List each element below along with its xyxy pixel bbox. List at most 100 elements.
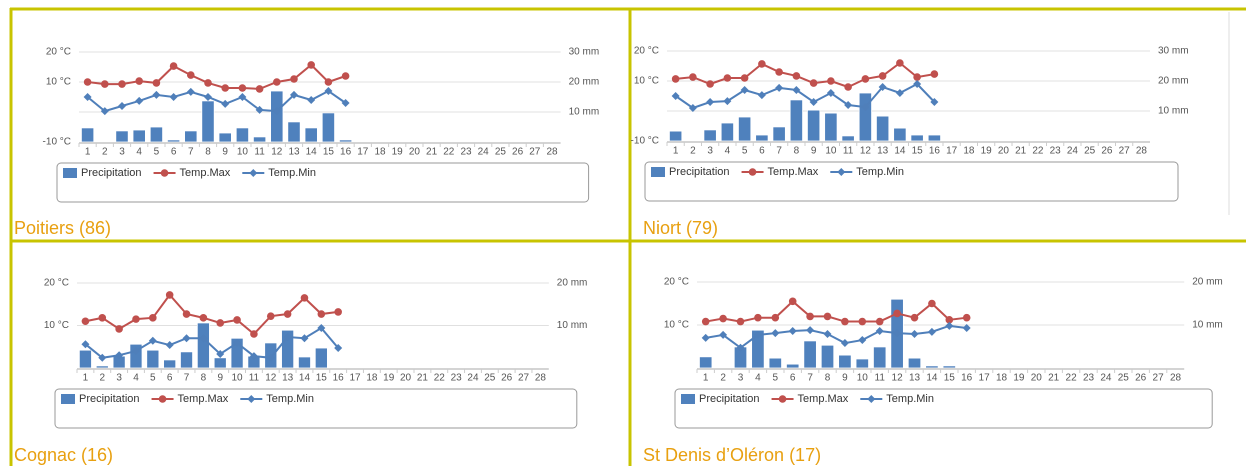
legend-box (56, 162, 590, 203)
marker (290, 90, 298, 99)
marker (893, 309, 901, 318)
y-tick-label: 20 °C (46, 47, 71, 58)
x-tick-label: 7 (776, 146, 782, 157)
marker (273, 78, 281, 86)
legend-marker (748, 168, 757, 176)
bar (167, 139, 181, 143)
marker (238, 93, 247, 101)
marker (101, 80, 109, 88)
x-tick-label: 8 (201, 373, 207, 384)
marker (827, 77, 835, 85)
marker (300, 334, 309, 343)
x-tick-label: 2 (102, 147, 108, 158)
marker (930, 98, 939, 106)
x-tick-label: 27 (1153, 373, 1165, 384)
x-tick-label: 17 (357, 147, 369, 158)
bar (339, 139, 353, 143)
marker (165, 341, 174, 350)
bar (669, 130, 683, 142)
bar (321, 112, 335, 143)
x-tick-label: 2 (690, 146, 696, 157)
bar (81, 127, 95, 143)
x-tick-label: 10 (232, 373, 244, 384)
line (85, 293, 339, 336)
x-tick-label: 19 (981, 146, 993, 157)
x-tick-label: 11 (843, 146, 854, 157)
x-tick-label: 4 (725, 146, 731, 157)
bar (841, 135, 855, 142)
x-tick-label: 13 (288, 147, 300, 158)
x-tick-label: 1 (83, 373, 89, 384)
x-tick-label: 15 (912, 146, 924, 157)
legend-swatch (63, 168, 77, 178)
marker (736, 343, 745, 352)
marker (135, 77, 143, 85)
x-tick-label: 8 (794, 146, 800, 157)
marker (238, 84, 247, 92)
marker (689, 73, 697, 81)
marker (928, 299, 936, 308)
marker (250, 330, 258, 338)
x-tick-label: 10 (825, 146, 837, 157)
x-tick-label: 3 (116, 373, 122, 384)
y-tick-label: 10 °C (44, 320, 69, 331)
legend-label: Temp.Max (178, 393, 229, 405)
line (675, 61, 935, 89)
marker (671, 75, 680, 83)
marker (701, 333, 710, 342)
marker (788, 297, 797, 306)
bar (768, 357, 782, 369)
x-tick-label: 17 (349, 373, 361, 384)
x-tick-label: 22 (434, 373, 446, 384)
x-tick-label: 7 (188, 147, 194, 158)
marker (753, 330, 762, 339)
legend-label: Precipitation (79, 393, 140, 405)
x-tick-label: 28 (1170, 373, 1182, 384)
x-tick-label: 14 (299, 373, 311, 384)
marker (81, 340, 90, 349)
legend-box (674, 388, 1213, 429)
x-tick-label: 14 (894, 146, 906, 157)
x-tick-label: 22 (443, 147, 455, 158)
line (705, 324, 967, 350)
legend-marker (778, 395, 787, 403)
y2-tick-label: 30 mm (1158, 46, 1189, 57)
x-tick-label: 18 (996, 373, 1008, 384)
marker (131, 347, 140, 355)
marker (875, 327, 884, 336)
marker (300, 294, 309, 302)
marker (149, 314, 157, 322)
bar (858, 92, 872, 142)
marker (896, 59, 904, 67)
marker (945, 316, 954, 324)
marker (858, 317, 867, 326)
legend-marker (837, 168, 846, 176)
y2-tick-label: 20 mm (569, 77, 600, 88)
x-tick-label: 12 (892, 373, 904, 384)
line (84, 326, 339, 359)
marker (723, 97, 732, 106)
marker (792, 86, 801, 94)
bar (910, 134, 924, 142)
bar (699, 356, 713, 369)
bar (287, 121, 301, 143)
x-tick-label: 17 (946, 146, 958, 157)
marker (249, 352, 258, 361)
x-tick-label: 10 (857, 373, 869, 384)
y-tick-label: -10 °C (43, 137, 71, 148)
marker (115, 325, 123, 333)
x-tick-label: 20 (1031, 373, 1043, 384)
x-tick-label: 3 (738, 373, 744, 384)
x-tick-label: 24 (478, 147, 490, 158)
marker (895, 89, 904, 97)
marker (182, 310, 191, 318)
x-tick-label: 28 (546, 147, 558, 158)
x-tick-label: 8 (205, 147, 211, 158)
marker (893, 329, 902, 338)
y-tick-label: 20 °C (44, 278, 69, 289)
legend-marker (160, 169, 169, 177)
x-tick-label: 27 (529, 147, 541, 158)
x-tick-label: 10 (237, 147, 249, 158)
